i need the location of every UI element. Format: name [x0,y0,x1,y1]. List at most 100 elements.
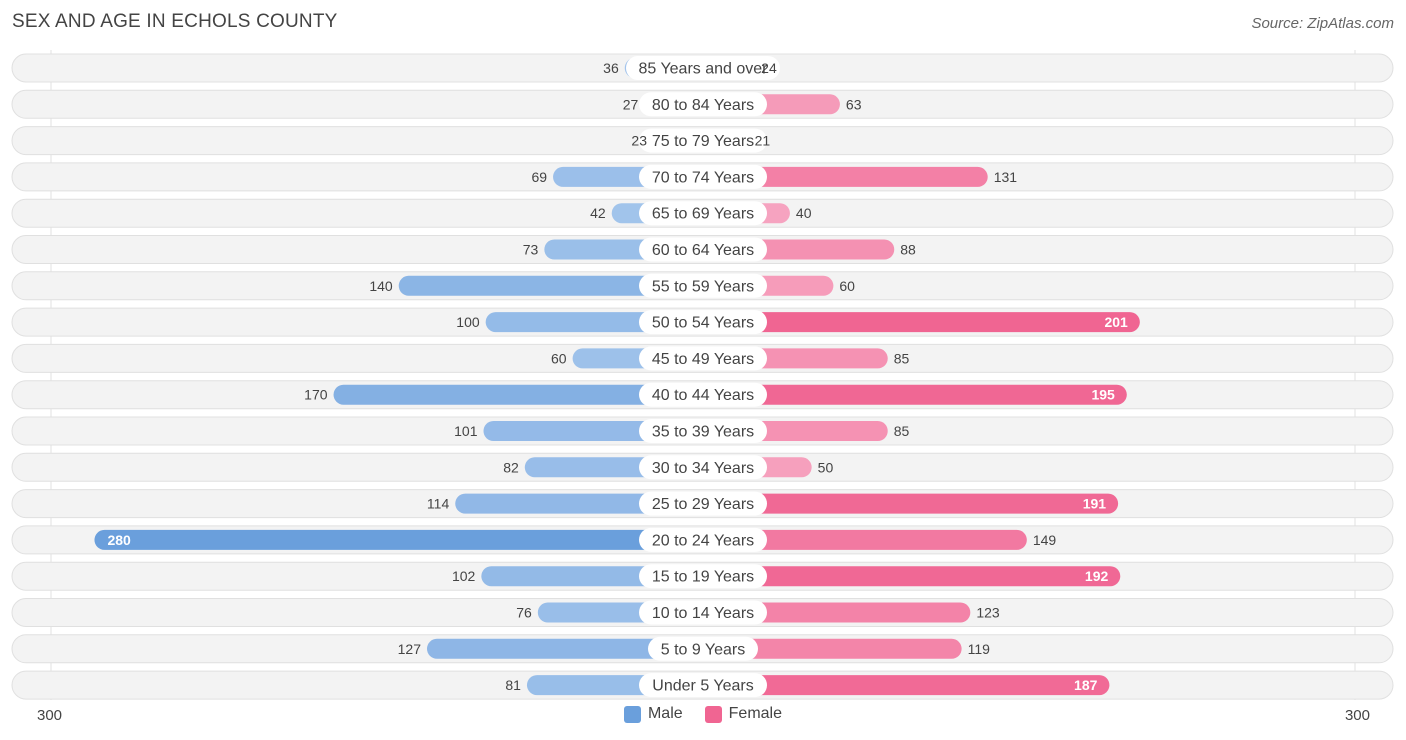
category-label-bg [639,201,767,226]
male-value-label: 140 [369,278,393,294]
category-label: 80 to 84 Years [652,97,754,114]
category-label-bg [639,673,767,698]
legend-label-female: Female [728,705,783,722]
category-label: 45 to 49 Years [652,351,754,368]
chart-row: 50 to 54 Years 100 201 [11,307,1394,337]
category-label: 5 to 9 Years [661,641,746,658]
category-label: 85 Years and over [639,61,769,78]
male-value-label: 102 [452,568,476,584]
legend-item-female[interactable]: Female [704,705,783,723]
female-bar [703,566,1121,587]
female-value-label: 85 [894,423,910,439]
category-label-bg [639,382,767,407]
chart-row: 15 to 19 Years 102 192 [11,561,1394,591]
male-value-label: 170 [304,387,328,403]
female-value-label: 123 [976,605,1000,621]
chart-row: 75 to 79 Years 23 21 [11,126,1394,156]
male-value-label: 81 [505,677,521,693]
category-label-bg [639,164,767,189]
female-bar [703,602,971,623]
female-bar [703,638,962,659]
category-label: 55 to 59 Years [652,278,754,295]
category-label-bg [639,346,767,371]
chart-row: 20 to 24 Years 280 149 [11,525,1394,555]
category-label-bg [639,128,767,153]
category-label-bg [626,56,780,80]
chart-row: 85 Years and over 36 24 [11,53,1394,83]
female-value-label: 119 [968,641,991,657]
category-label: 35 to 39 Years [652,424,754,441]
male-value-label: 60 [551,350,567,366]
male-value-label: 127 [398,641,422,657]
category-label: 40 to 44 Years [652,387,754,404]
female-value-label: 21 [755,133,771,149]
category-label: 20 to 24 Years [652,532,754,549]
female-value-label: 187 [1074,677,1098,693]
chart-row: 40 to 44 Years 170 195 [11,380,1394,410]
female-value-label: 63 [846,96,862,112]
female-bar [703,529,1027,550]
chart-row: 55 to 59 Years 140 60 [11,271,1394,301]
female-bar [703,384,1127,405]
male-value-label: 100 [456,314,480,330]
legend: Male Female [0,705,1406,723]
category-label-bg [639,564,767,589]
male-bar [426,638,703,659]
chart-row: 60 to 64 Years 73 88 [11,235,1394,264]
chart-row: 5 to 9 Years 127 119 [11,634,1394,664]
category-label: 30 to 34 Years [652,460,754,477]
female-value-label: 201 [1104,314,1128,330]
female-bar [703,312,1140,333]
axis-right-label: 300 [1344,707,1370,724]
chart-row: 25 to 29 Years 114 191 [11,489,1394,519]
female-value-label: 40 [796,205,812,221]
male-value-label: 23 [631,133,647,149]
category-label: 65 to 69 Years [652,206,754,223]
category-label: 70 to 74 Years [652,169,754,186]
chart-row: 80 to 84 Years 27 63 [11,89,1394,119]
category-label: Under 5 Years [652,678,753,695]
chart-row: 30 to 34 Years 82 50 [11,452,1394,482]
male-value-label: 73 [523,242,539,258]
female-bar [703,166,988,187]
male-value-label: 280 [107,532,131,548]
female-value-label: 85 [894,350,910,366]
chart-source: Source: ZipAtlas.com [1251,15,1394,32]
category-label-bg [639,273,767,298]
category-label: 50 to 54 Years [652,315,754,332]
chart-row: 65 to 69 Years 42 40 [11,198,1394,228]
category-label-bg [639,92,767,117]
female-value-label: 149 [1033,532,1057,548]
legend-item-male[interactable]: Male [623,705,683,723]
male-value-label: 36 [603,60,619,76]
male-value-label: 76 [516,605,532,621]
chart-row: 45 to 49 Years 60 85 [11,343,1394,373]
axis-left-label: 300 [37,707,63,724]
legend-swatch-female [704,705,722,723]
female-value-label: 191 [1083,496,1107,512]
female-value-label: 88 [900,242,916,258]
male-value-label: 42 [590,205,606,221]
female-value-label: 50 [818,459,834,475]
male-bar [398,275,703,296]
category-label-bg [639,600,767,625]
female-bar [703,675,1110,696]
female-bar [703,493,1119,514]
category-label-bg [639,527,767,552]
chart-row: Under 5 Years 81 187 [11,670,1394,700]
male-bar [94,529,703,550]
population-pyramid-chart: 85 Years and over 36 24 80 to 84 Years 27 63 7… [11,50,1394,700]
category-label: 25 to 29 Years [652,496,754,513]
chart-row: 35 to 39 Years 101 85 [11,416,1394,446]
female-value-label: 195 [1091,387,1115,403]
category-label: 10 to 14 Years [652,605,754,622]
legend-swatch-male [623,705,641,723]
female-value-label: 60 [839,278,855,294]
category-label-bg [639,310,767,335]
category-label-bg [648,636,758,661]
category-label-bg [639,455,767,480]
male-value-label: 69 [531,169,547,185]
male-value-label: 114 [427,496,450,512]
category-label-bg [639,419,767,443]
male-value-label: 27 [623,96,639,112]
